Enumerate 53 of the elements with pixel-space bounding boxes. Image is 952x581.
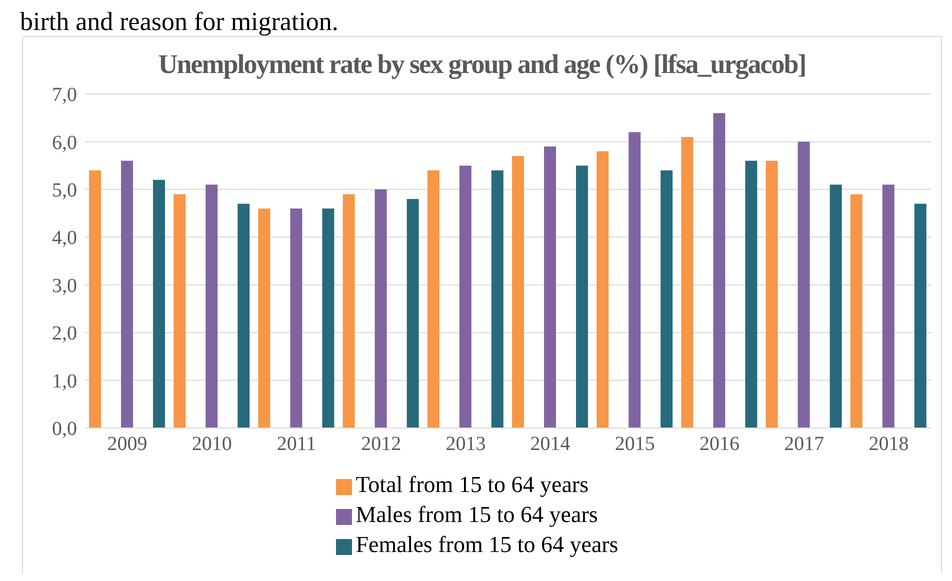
x-tick-label: 2012 bbox=[361, 433, 402, 456]
bar bbox=[121, 160, 133, 428]
x-tick-label: 2014 bbox=[530, 433, 570, 456]
y-tick-label: 4,0 bbox=[52, 227, 77, 250]
legend-label: Total from 15 to 64 years bbox=[356, 472, 589, 497]
x-tick-label: 2009 bbox=[107, 433, 148, 456]
x-tick-label: 2010 bbox=[192, 433, 232, 456]
x-tick-label: 2016 bbox=[700, 433, 740, 456]
bar bbox=[322, 208, 334, 428]
bar bbox=[660, 170, 673, 428]
x-tick-label: 2017 bbox=[784, 433, 824, 456]
bar bbox=[850, 194, 862, 428]
chart-title: Unemployment rate by sex group and age (%) [lfsa_urgacob] bbox=[157, 49, 807, 80]
bar bbox=[427, 170, 440, 428]
x-tick-label: 2013 bbox=[446, 433, 486, 456]
bar bbox=[406, 198, 419, 428]
bar bbox=[290, 208, 302, 428]
legend-label: Females from 15 to 64 years bbox=[356, 532, 618, 557]
bar bbox=[89, 170, 101, 428]
bar bbox=[342, 194, 355, 428]
bar bbox=[153, 180, 165, 428]
bar bbox=[830, 184, 842, 428]
y-tick-label: 0,0 bbox=[52, 418, 77, 440]
bar bbox=[745, 160, 758, 428]
bar bbox=[798, 142, 810, 428]
bar bbox=[374, 189, 387, 428]
bar bbox=[459, 166, 472, 428]
x-tick-label: 2015 bbox=[614, 433, 655, 456]
bar bbox=[491, 170, 504, 428]
bar bbox=[713, 113, 726, 428]
bar bbox=[544, 146, 556, 428]
y-tick-label: 2,0 bbox=[52, 322, 77, 345]
legend-label: Males from 15 to 64 years bbox=[356, 502, 598, 527]
bar bbox=[766, 160, 778, 428]
bar bbox=[628, 132, 641, 428]
y-tick-label: 6,0 bbox=[52, 132, 77, 154]
x-tick-label: 2011 bbox=[276, 433, 316, 456]
x-tick-label: 2018 bbox=[868, 433, 909, 456]
bar bbox=[174, 194, 186, 428]
bar bbox=[238, 204, 250, 428]
bar bbox=[596, 151, 609, 428]
y-tick-label: 5,0 bbox=[52, 180, 77, 202]
y-tick-label: 1,0 bbox=[52, 370, 77, 392]
bar bbox=[576, 166, 588, 428]
bar bbox=[206, 184, 218, 428]
text: birth and reason for migration. bbox=[20, 7, 338, 36]
bar bbox=[512, 156, 524, 428]
bar bbox=[882, 184, 894, 428]
bar bbox=[258, 208, 270, 428]
y-tick-label: 3,0 bbox=[52, 274, 77, 297]
y-tick-label: 7,0 bbox=[52, 84, 77, 106]
bar bbox=[914, 204, 926, 428]
bar bbox=[681, 136, 694, 428]
